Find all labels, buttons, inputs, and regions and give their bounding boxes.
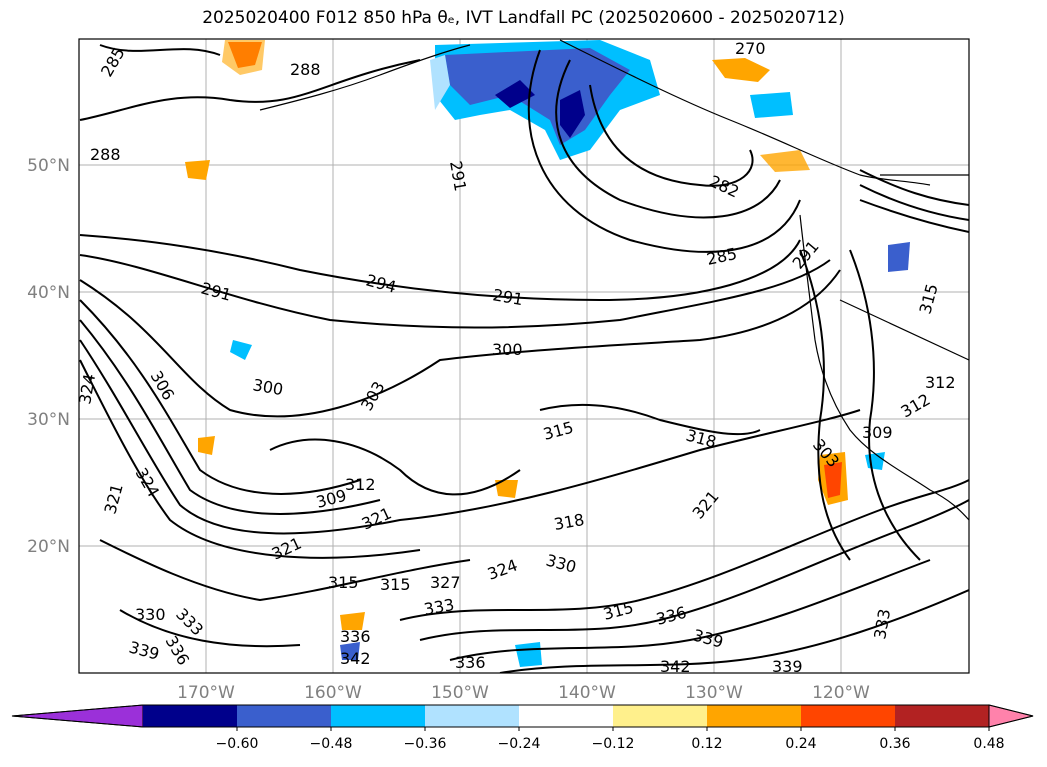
colorbar-tick-label: 0.48 [973,736,1004,752]
contour-label: 309 [862,423,893,442]
lon-label: 130°W [685,683,743,703]
contour-label: 330 [135,605,166,624]
contour-label: 342 [340,649,371,668]
lat-label: 40°N [27,283,70,303]
colorbar-segment [425,705,520,727]
colorbar-tick-label: 0.36 [879,736,910,752]
map-frame [78,38,970,674]
colorbar-tick-label: 0.12 [691,736,722,752]
lon-label: 120°W [812,683,870,703]
colorbar-outline [11,704,1034,728]
contour-label: 315 [328,573,359,592]
colorbar-tick-label: −0.60 [216,736,259,752]
map-area: 285 288 270 288 291 282 285 294 291 291 … [75,39,969,676]
theta-e-contours [79,44,969,673]
contour-label: 336 [340,627,371,646]
colorbar-segment [143,705,238,727]
lon-label: 150°W [431,683,489,703]
colorbar-segment [331,705,426,727]
colorbar-segments [143,705,990,727]
contour-label: 300 [492,340,523,359]
colorbar-segment [895,705,990,727]
lat-label: 50°N [27,156,70,176]
lon-label: 160°W [304,683,362,703]
contour-label: 312 [345,475,376,494]
contour-label: 288 [290,60,321,79]
longitude-labels: 170°W 160°W 150°W 140°W 130°W 120°W [177,683,870,703]
colorbar-segment [801,705,896,727]
contour-label: 270 [735,39,766,58]
colorbar-extend-low [11,704,144,728]
contour-label: 342 [660,657,691,676]
contour-label: 324 [75,372,99,405]
lon-label: 170°W [177,683,235,703]
colorbar-tick-label: −0.12 [592,736,635,752]
lon-label: 140°W [558,683,616,703]
contour-label: 288 [90,145,121,164]
lat-label: 30°N [27,410,70,430]
colorbar-segment [707,705,802,727]
colorbar-tick-label: 0.24 [785,736,816,752]
coastline [259,39,969,521]
lat-label: 20°N [27,537,70,557]
contour-label: 336 [455,653,486,672]
colorbar-extend-high [988,704,1034,728]
colorbar: −0.60 −0.48 −0.36 −0.24 −0.12 0.12 0.24 0.36 0.4… [11,704,1034,752]
latitude-labels: 50°N 40°N 30°N 20°N [27,156,70,557]
contour-label: 327 [430,573,461,592]
contour-label: 339 [772,657,803,676]
colorbar-tick-label: −0.48 [310,736,353,752]
contour-label: 312 [925,373,956,392]
colorbar-ticks: −0.60 −0.48 −0.36 −0.24 −0.12 0.12 0.24 0.36 0.4… [216,727,1005,752]
contour-label: 315 [380,575,411,594]
colorbar-segment [613,705,708,727]
colorbar-tick-label: −0.36 [404,736,447,752]
colorbar-tick-label: −0.24 [498,736,541,752]
colorbar-segment [519,705,614,727]
colorbar-segment [237,705,332,727]
map-title: 2025020400 F012 850 hPa θₑ, IVT Landfall… [202,8,845,28]
map-background [79,39,969,673]
